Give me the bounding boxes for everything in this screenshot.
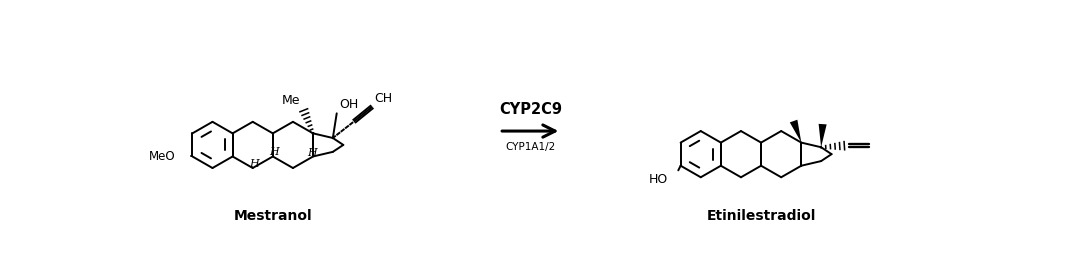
Text: H: H — [249, 159, 259, 169]
Text: CYP1A1/2: CYP1A1/2 — [505, 142, 555, 152]
Text: MeO: MeO — [149, 150, 175, 163]
Text: Mestranol: Mestranol — [233, 209, 312, 223]
Polygon shape — [789, 120, 801, 143]
Text: HO: HO — [649, 173, 669, 186]
Text: H: H — [308, 148, 318, 158]
Text: Me: Me — [282, 94, 300, 107]
Text: Etinilestradiol: Etinilestradiol — [706, 209, 815, 223]
Text: CYP2C9: CYP2C9 — [499, 102, 562, 117]
Polygon shape — [819, 124, 826, 147]
Text: H: H — [270, 147, 280, 157]
Text: OH: OH — [339, 98, 359, 111]
Text: CH: CH — [374, 92, 392, 105]
